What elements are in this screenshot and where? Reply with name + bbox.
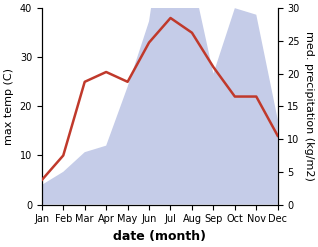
Y-axis label: max temp (C): max temp (C) — [4, 68, 14, 145]
Y-axis label: med. precipitation (kg/m2): med. precipitation (kg/m2) — [304, 31, 314, 181]
X-axis label: date (month): date (month) — [113, 230, 206, 243]
